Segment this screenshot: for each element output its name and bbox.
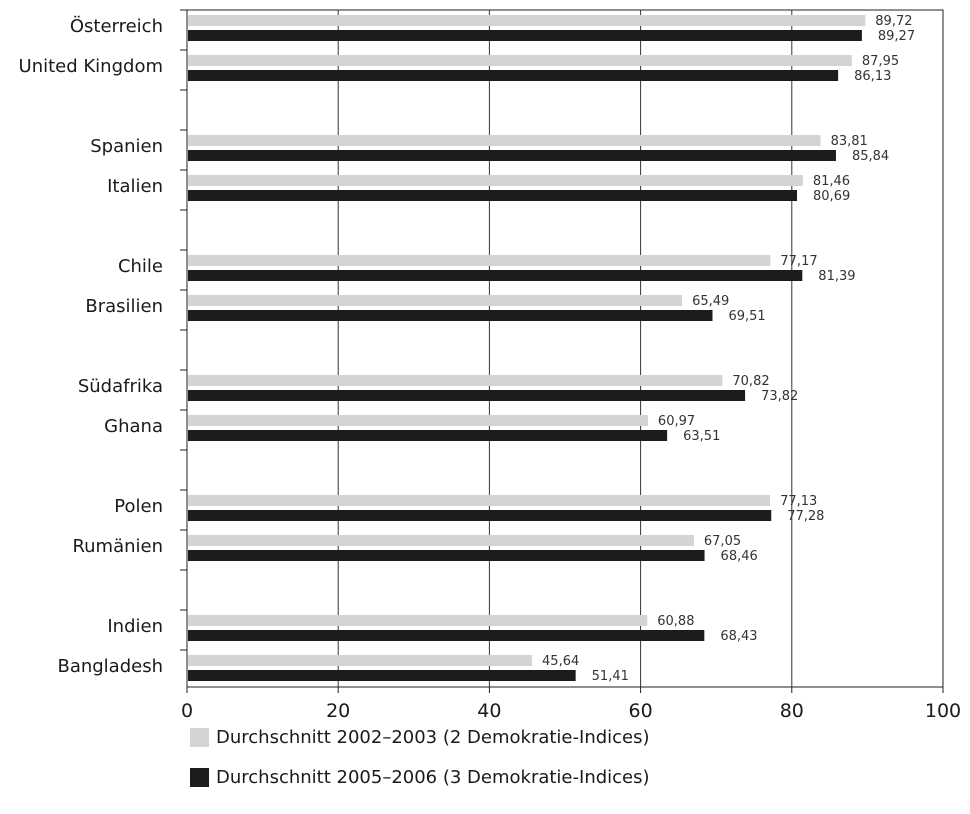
data-label-polen-series-1: 77,13 xyxy=(780,494,817,509)
bar-spanien-series-1 xyxy=(188,135,821,146)
bar-indien-series-1 xyxy=(188,615,648,626)
data-label-osterreich-series-1: 89,72 xyxy=(875,14,912,29)
bar-brasilien-series-2 xyxy=(188,310,713,321)
bar-rumanien-series-1 xyxy=(188,535,694,546)
data-label-rumanien-series-2: 68,46 xyxy=(721,549,758,564)
legend-entry-2005-2006: Durchschnitt 2005–2006 (3 Demokratie-Ind… xyxy=(190,767,650,788)
data-label-bangladesh-series-2: 51,41 xyxy=(592,669,629,684)
bar-polen-series-1 xyxy=(188,495,771,506)
category-label-polen: Polen xyxy=(114,496,163,517)
bar-brasilien-series-1 xyxy=(188,295,683,306)
data-label-chile-series-2: 81,39 xyxy=(818,269,855,284)
bar-sudafrika-series-1 xyxy=(188,375,723,386)
bar-chile-series-2 xyxy=(188,270,803,281)
x-tick-label-20: 20 xyxy=(326,700,350,720)
data-label-united-kingdom-series-1: 87,95 xyxy=(862,54,899,69)
data-label-italien-series-1: 81,46 xyxy=(813,174,850,189)
category-label-osterreich: Österreich xyxy=(70,15,163,37)
data-label-sudafrika-series-2: 73,82 xyxy=(761,389,798,404)
data-label-sudafrika-series-1: 70,82 xyxy=(732,374,769,389)
bar-indien-series-2 xyxy=(188,630,705,641)
bar-bangladesh-series-1 xyxy=(188,655,533,666)
data-label-ghana-series-2: 63,51 xyxy=(683,429,720,444)
bar-ghana-series-2 xyxy=(188,430,668,441)
data-label-indien-series-1: 60,88 xyxy=(657,614,694,629)
data-label-italien-series-2: 80,69 xyxy=(813,189,850,204)
legend-swatch-2005-2006 xyxy=(190,768,209,787)
bar-chile-series-1 xyxy=(188,255,771,266)
data-label-polen-series-2: 77,28 xyxy=(787,509,824,524)
category-label-chile: Chile xyxy=(118,256,163,277)
bar-italien-series-1 xyxy=(188,175,803,186)
bar-united-kingdom-series-1 xyxy=(188,55,852,66)
bar-polen-series-2 xyxy=(188,510,772,521)
bar-osterreich-series-1 xyxy=(188,15,866,26)
data-label-spanien-series-1: 83,81 xyxy=(831,134,868,149)
data-label-ghana-series-1: 60,97 xyxy=(658,414,695,429)
bar-italien-series-2 xyxy=(188,190,798,201)
data-label-rumanien-series-1: 67,05 xyxy=(704,534,741,549)
legend-label-2005-2006: Durchschnitt 2005–2006 (3 Demokratie-Ind… xyxy=(216,767,650,788)
x-tick-label-0: 0 xyxy=(181,700,193,720)
data-label-chile-series-1: 77,17 xyxy=(780,254,817,269)
category-label-sudafrika: Südafrika xyxy=(78,376,163,397)
bar-united-kingdom-series-2 xyxy=(188,70,839,81)
category-label-indien: Indien xyxy=(107,616,163,637)
data-label-brasilien-series-2: 69,51 xyxy=(728,309,765,324)
x-tick-label-80: 80 xyxy=(780,700,804,720)
bar-spanien-series-2 xyxy=(188,150,836,161)
data-label-indien-series-2: 68,43 xyxy=(720,629,757,644)
x-tick-label-60: 60 xyxy=(629,700,653,720)
data-label-spanien-series-2: 85,84 xyxy=(852,149,889,164)
data-label-united-kingdom-series-2: 86,13 xyxy=(854,69,891,84)
legend-entry-2002-2003: Durchschnitt 2002–2003 (2 Demokratie-Ind… xyxy=(190,727,650,748)
category-label-bangladesh: Bangladesh xyxy=(57,656,163,677)
bar-ghana-series-1 xyxy=(188,415,648,426)
bar-rumanien-series-2 xyxy=(188,550,705,561)
category-label-united-kingdom: United Kingdom xyxy=(19,56,163,77)
bar-osterreich-series-2 xyxy=(188,30,862,41)
data-label-bangladesh-series-1: 45,64 xyxy=(542,654,579,669)
legend-label-2002-2003: Durchschnitt 2002–2003 (2 Demokratie-Ind… xyxy=(216,727,650,748)
category-label-rumanien: Rumänien xyxy=(72,536,163,557)
bar-sudafrika-series-2 xyxy=(188,390,746,401)
category-label-italien: Italien xyxy=(107,176,163,197)
data-label-osterreich-series-2: 89,27 xyxy=(878,29,915,44)
legend-swatch-2002-2003 xyxy=(190,728,209,747)
data-label-brasilien-series-1: 65,49 xyxy=(692,294,729,309)
category-label-brasilien: Brasilien xyxy=(85,296,163,317)
x-tick-label-100: 100 xyxy=(925,700,961,720)
category-label-ghana: Ghana xyxy=(104,416,163,437)
category-label-spanien: Spanien xyxy=(90,136,163,157)
bar-bangladesh-series-2 xyxy=(188,670,576,681)
plot-frame xyxy=(186,9,944,688)
x-tick-label-40: 40 xyxy=(477,700,501,720)
